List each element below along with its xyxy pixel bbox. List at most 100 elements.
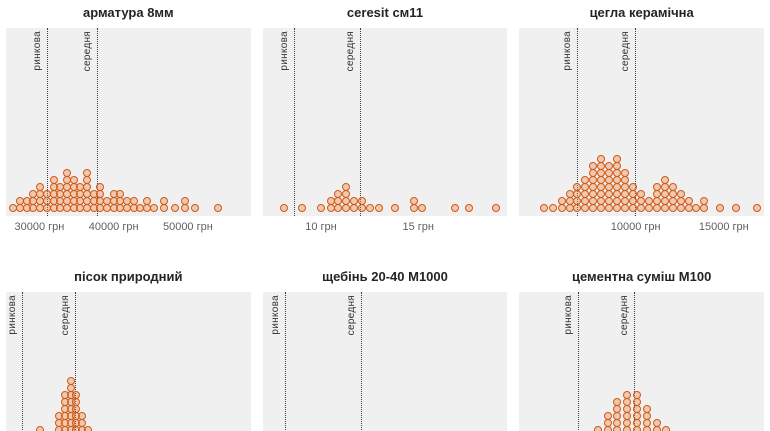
data-point-dot[interactable]: [621, 183, 630, 191]
data-point-dot[interactable]: [613, 412, 622, 420]
data-point-dot[interactable]: [642, 412, 651, 420]
data-point-dot[interactable]: [36, 426, 45, 431]
data-point-dot[interactable]: [613, 419, 622, 427]
data-point-dot[interactable]: [96, 183, 105, 191]
data-point-dot[interactable]: [326, 197, 335, 205]
data-point-dot[interactable]: [548, 204, 557, 212]
data-point-dot[interactable]: [96, 190, 105, 198]
data-point-dot[interactable]: [629, 190, 637, 198]
data-point-dot[interactable]: [77, 412, 86, 420]
data-point-dot[interactable]: [593, 426, 602, 431]
data-point-dot[interactable]: [82, 169, 91, 177]
data-point-dot[interactable]: [623, 398, 632, 406]
data-point-dot[interactable]: [342, 190, 351, 198]
data-point-dot[interactable]: [72, 391, 81, 399]
plot-area[interactable]: ринкова середня: [519, 292, 764, 431]
data-point-dot[interactable]: [660, 183, 669, 191]
data-point-dot[interactable]: [652, 419, 661, 427]
data-point-dot[interactable]: [357, 197, 366, 205]
data-point-dot[interactable]: [565, 204, 574, 212]
data-point-dot[interactable]: [621, 190, 630, 198]
data-point-dot[interactable]: [636, 204, 645, 212]
data-point-dot[interactable]: [597, 176, 606, 184]
data-point-dot[interactable]: [191, 204, 200, 212]
data-point-dot[interactable]: [613, 162, 622, 170]
data-point-dot[interactable]: [676, 190, 685, 198]
data-point-dot[interactable]: [632, 398, 641, 406]
data-point-dot[interactable]: [565, 190, 574, 198]
data-point-dot[interactable]: [613, 197, 622, 205]
data-point-dot[interactable]: [565, 197, 574, 205]
data-point-dot[interactable]: [629, 204, 637, 212]
data-point-dot[interactable]: [581, 204, 590, 212]
data-point-dot[interactable]: [668, 183, 677, 191]
data-point-dot[interactable]: [660, 190, 669, 198]
data-point-dot[interactable]: [82, 176, 91, 184]
data-point-dot[interactable]: [597, 183, 606, 191]
data-point-dot[interactable]: [451, 204, 460, 212]
data-point-dot[interactable]: [684, 197, 693, 205]
data-point-dot[interactable]: [316, 204, 325, 212]
data-point-dot[interactable]: [49, 176, 58, 184]
data-point-dot[interactable]: [170, 204, 179, 212]
data-point-dot[interactable]: [597, 204, 606, 212]
data-point-dot[interactable]: [613, 405, 622, 413]
data-point-dot[interactable]: [613, 190, 622, 198]
data-point-dot[interactable]: [605, 183, 614, 191]
data-point-dot[interactable]: [623, 405, 632, 413]
data-point-dot[interactable]: [83, 426, 92, 431]
data-point-dot[interactable]: [410, 197, 419, 205]
data-point-dot[interactable]: [605, 190, 614, 198]
data-point-dot[interactable]: [642, 405, 651, 413]
data-point-dot[interactable]: [589, 183, 598, 191]
data-point-dot[interactable]: [613, 155, 622, 163]
data-point-dot[interactable]: [280, 204, 289, 212]
data-point-dot[interactable]: [357, 204, 366, 212]
data-point-dot[interactable]: [636, 190, 645, 198]
data-point-dot[interactable]: [753, 204, 762, 212]
data-point-dot[interactable]: [605, 169, 614, 177]
data-point-dot[interactable]: [581, 176, 590, 184]
data-point-dot[interactable]: [597, 169, 606, 177]
data-point-dot[interactable]: [589, 204, 598, 212]
data-point-dot[interactable]: [418, 204, 427, 212]
data-point-dot[interactable]: [642, 419, 651, 427]
data-point-dot[interactable]: [652, 183, 661, 191]
data-point-dot[interactable]: [632, 391, 641, 399]
data-point-dot[interactable]: [160, 204, 169, 212]
data-point-dot[interactable]: [700, 204, 709, 212]
data-point-dot[interactable]: [676, 204, 685, 212]
data-point-dot[interactable]: [149, 204, 158, 212]
data-point-dot[interactable]: [390, 204, 399, 212]
data-point-dot[interactable]: [589, 190, 598, 198]
data-point-dot[interactable]: [589, 162, 598, 170]
data-point-dot[interactable]: [180, 204, 189, 212]
data-point-dot[interactable]: [668, 190, 677, 198]
data-point-dot[interactable]: [342, 183, 351, 191]
data-point-dot[interactable]: [632, 405, 641, 413]
data-point-dot[interactable]: [716, 204, 725, 212]
data-point-dot[interactable]: [629, 183, 637, 191]
data-point-dot[interactable]: [613, 176, 622, 184]
data-point-dot[interactable]: [597, 197, 606, 205]
data-point-dot[interactable]: [573, 204, 582, 212]
data-point-dot[interactable]: [597, 155, 606, 163]
data-point-dot[interactable]: [621, 169, 630, 177]
data-point-dot[interactable]: [613, 398, 622, 406]
data-point-dot[interactable]: [636, 197, 645, 205]
plot-area[interactable]: ринкова середня: [262, 28, 508, 216]
data-point-dot[interactable]: [621, 176, 630, 184]
data-point-dot[interactable]: [652, 204, 661, 212]
data-point-dot[interactable]: [603, 412, 612, 420]
data-point-dot[interactable]: [160, 197, 169, 205]
data-point-dot[interactable]: [350, 204, 359, 212]
data-point-dot[interactable]: [589, 169, 598, 177]
data-point-dot[interactable]: [116, 190, 125, 198]
data-point-dot[interactable]: [605, 197, 614, 205]
data-point-dot[interactable]: [692, 204, 701, 212]
data-point-dot[interactable]: [621, 204, 630, 212]
data-point-dot[interactable]: [632, 419, 641, 427]
data-point-dot[interactable]: [72, 398, 81, 406]
data-point-dot[interactable]: [297, 204, 306, 212]
data-point-dot[interactable]: [605, 162, 614, 170]
